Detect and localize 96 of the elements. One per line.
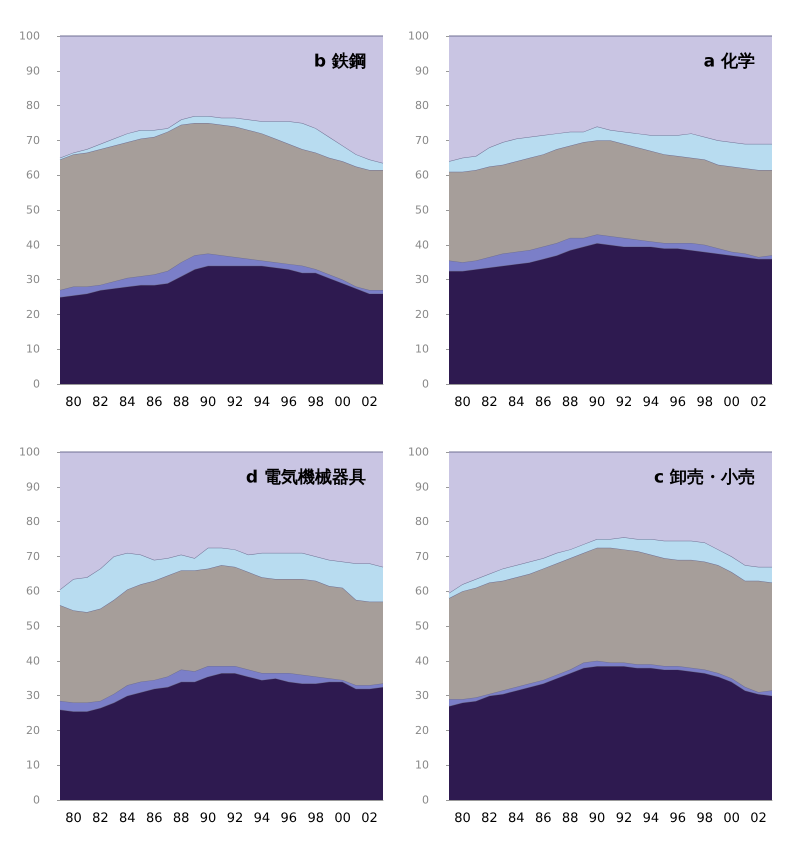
- y-tick-label: 30: [415, 273, 429, 286]
- x-tick-label: 94: [254, 811, 270, 826]
- x-tick-label: 86: [146, 811, 162, 826]
- y-tick-label: 50: [26, 204, 40, 216]
- x-tick-label: 80: [65, 395, 82, 410]
- y-tick-label: 40: [415, 654, 429, 668]
- x-tick-label: 92: [226, 395, 244, 410]
- x-tick-label: 90: [588, 395, 606, 410]
- y-tick-label: 90: [26, 480, 40, 494]
- x-tick-label: 92: [226, 811, 244, 826]
- y-tick-label: 90: [415, 480, 429, 494]
- x-tick-label: 98: [696, 395, 713, 410]
- y-tick-label: 80: [26, 515, 40, 528]
- x-tick-label: 90: [588, 811, 606, 826]
- y-tick-label: 50: [415, 204, 429, 216]
- y-tick-label: 70: [26, 134, 40, 147]
- x-tick-label: 88: [562, 395, 578, 410]
- y-tick-label: 10: [415, 758, 429, 772]
- y-tick-label: 0: [33, 378, 40, 390]
- y-tick-label: 50: [415, 620, 429, 632]
- x-tick-label: 82: [92, 811, 109, 826]
- x-tick-label: 96: [670, 811, 686, 826]
- y-tick-label: 30: [26, 689, 40, 702]
- y-tick-label: 100: [408, 30, 429, 42]
- x-tick-label: 00: [723, 395, 740, 410]
- x-tick-label: 02: [361, 395, 378, 410]
- x-tick-label: 86: [534, 395, 552, 410]
- y-tick-label: 50: [26, 620, 40, 632]
- x-tick-label: 82: [92, 395, 109, 410]
- y-tick-label: 100: [19, 446, 40, 458]
- x-tick-label: 80: [454, 395, 471, 410]
- text: b 鉄鋼: [314, 52, 366, 72]
- text: d 電気機械器具: [246, 468, 366, 488]
- y-tick-label: 20: [26, 308, 40, 321]
- y-tick-label: 80: [415, 99, 429, 112]
- x-tick-label: 80: [454, 811, 471, 826]
- x-tick-label: 02: [361, 811, 378, 826]
- y-tick-label: 0: [422, 794, 429, 806]
- x-tick-label: 98: [307, 395, 324, 410]
- y-tick-label: 30: [26, 273, 40, 286]
- y-tick-label: 10: [26, 342, 40, 356]
- y-tick-label: 70: [26, 550, 40, 563]
- x-tick-label: 96: [670, 395, 686, 410]
- y-tick-label: 40: [26, 654, 40, 668]
- x-tick-label: 94: [254, 395, 270, 410]
- y-tick-label: 30: [415, 689, 429, 702]
- x-tick-label: 84: [508, 811, 525, 826]
- x-tick-label: 96: [280, 395, 298, 410]
- x-tick-label: 84: [508, 395, 525, 410]
- y-tick-label: 40: [26, 238, 40, 252]
- y-tick-label: 100: [408, 446, 429, 458]
- text: a 化学: [704, 52, 755, 72]
- y-tick-label: 70: [415, 550, 429, 563]
- y-tick-label: 20: [26, 724, 40, 737]
- x-tick-label: 80: [65, 811, 82, 826]
- x-tick-label: 84: [119, 395, 136, 410]
- y-tick-label: 100: [19, 30, 40, 42]
- x-tick-label: 82: [481, 811, 498, 826]
- y-tick-label: 60: [26, 584, 40, 598]
- y-tick-label: 60: [415, 168, 429, 182]
- x-tick-label: 90: [200, 811, 216, 826]
- y-tick-label: 10: [26, 758, 40, 772]
- x-tick-label: 98: [696, 811, 713, 826]
- x-tick-label: 00: [334, 811, 351, 826]
- y-tick-label: 0: [422, 378, 429, 390]
- x-tick-label: 82: [481, 395, 498, 410]
- x-tick-label: 94: [642, 811, 660, 826]
- x-tick-label: 86: [146, 395, 162, 410]
- x-tick-label: 88: [172, 811, 190, 826]
- y-tick-label: 60: [415, 584, 429, 598]
- x-tick-label: 02: [750, 395, 767, 410]
- x-tick-label: 92: [616, 395, 632, 410]
- x-tick-label: 84: [119, 811, 136, 826]
- x-tick-label: 88: [172, 395, 190, 410]
- x-tick-label: 96: [280, 811, 298, 826]
- x-tick-label: 94: [642, 395, 660, 410]
- y-tick-label: 90: [415, 64, 429, 78]
- y-tick-label: 80: [26, 99, 40, 112]
- x-tick-label: 90: [200, 395, 216, 410]
- y-tick-label: 0: [33, 794, 40, 806]
- x-tick-label: 86: [534, 811, 552, 826]
- y-tick-label: 60: [26, 168, 40, 182]
- x-tick-label: 98: [307, 811, 324, 826]
- text: c 卸売・小売: [654, 468, 756, 488]
- y-tick-label: 70: [415, 134, 429, 147]
- y-tick-label: 90: [26, 64, 40, 78]
- y-tick-label: 80: [415, 515, 429, 528]
- x-tick-label: 92: [616, 811, 632, 826]
- y-tick-label: 40: [415, 238, 429, 252]
- x-tick-label: 88: [562, 811, 578, 826]
- y-tick-label: 20: [415, 724, 429, 737]
- y-tick-label: 10: [415, 342, 429, 356]
- x-tick-label: 02: [750, 811, 767, 826]
- x-tick-label: 00: [723, 811, 740, 826]
- x-tick-label: 00: [334, 395, 351, 410]
- y-tick-label: 20: [415, 308, 429, 321]
